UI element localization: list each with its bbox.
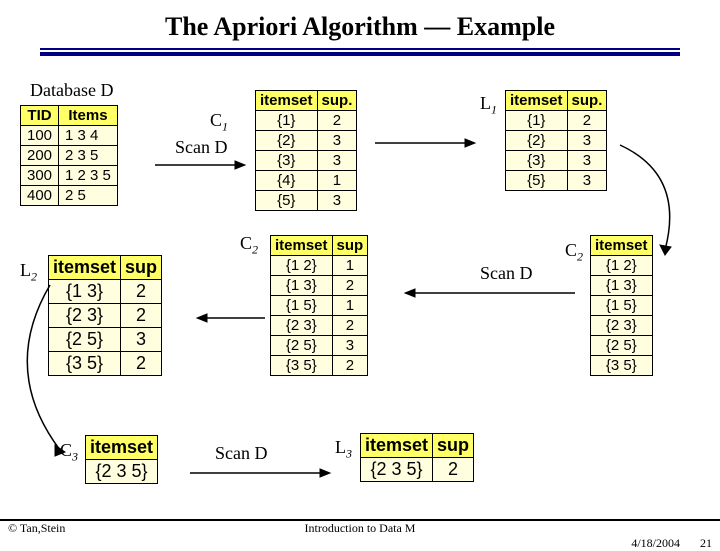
td: 2 5 — [59, 186, 118, 206]
td: {1 2} — [591, 256, 653, 276]
page-title: The Apriori Algorithm — Example — [0, 0, 720, 46]
td: {2} — [256, 131, 318, 151]
td: {4} — [256, 171, 318, 191]
td: 2 — [121, 304, 162, 328]
label-c2-cand: C2 — [565, 240, 583, 265]
td: 2 — [121, 280, 162, 304]
td: {2 3 5} — [86, 460, 158, 484]
td: 3 — [567, 131, 607, 151]
rule-thick — [40, 52, 680, 56]
td: {2} — [506, 131, 568, 151]
td: 2 — [121, 352, 162, 376]
table-l3: itemsetsup {2 3 5}2 — [360, 433, 474, 482]
th: itemset — [591, 236, 653, 256]
td: 200 — [21, 146, 59, 166]
td: 3 — [317, 131, 357, 151]
label-l1: L1 — [480, 93, 497, 118]
table-database-d: TIDItems 1001 3 4 2002 3 5 3001 2 3 5 40… — [20, 105, 118, 206]
td: {1 3} — [271, 276, 333, 296]
footer-left: © Tan,Stein — [8, 521, 65, 536]
td: 400 — [21, 186, 59, 206]
arrow-d-to-c1 — [150, 157, 250, 177]
th: sup — [332, 236, 368, 256]
td: {5} — [506, 171, 568, 191]
td: {2 3} — [591, 316, 653, 336]
td: 1 — [317, 171, 357, 191]
table-l1: itemsetsup. {1}2 {2}3 {3}3 {5}3 — [505, 90, 607, 191]
td: {1 5} — [591, 296, 653, 316]
rule-thin — [40, 48, 680, 50]
table-c2-cand: itemset {1 2} {1 3} {1 5} {2 3} {2 5} {3… — [590, 235, 653, 376]
td: {3} — [256, 151, 318, 171]
label-c1: C1 — [210, 110, 228, 135]
td: 2 — [433, 458, 474, 482]
arrow-c2cand-to-c2sup — [400, 285, 580, 305]
td: 3 — [317, 191, 357, 211]
td: 2 — [332, 356, 368, 376]
footer: © Tan,Stein Introduction to Data M 4/18/… — [0, 519, 720, 536]
table-c3: itemset {2 3 5} — [85, 435, 158, 484]
th: sup — [433, 434, 474, 458]
td: 2 — [332, 276, 368, 296]
td: {3} — [506, 151, 568, 171]
td: 3 — [332, 336, 368, 356]
td: {2 5} — [271, 336, 333, 356]
arrow-c3-to-l3 — [185, 465, 335, 483]
td: {1 2} — [271, 256, 333, 276]
th: itemset — [271, 236, 333, 256]
td: 3 — [317, 151, 357, 171]
td: 3 — [567, 151, 607, 171]
footer-page: 21 — [700, 536, 712, 551]
td: 100 — [21, 126, 59, 146]
td: {1 3} — [591, 276, 653, 296]
td: {1 5} — [271, 296, 333, 316]
td: {2 3 5} — [361, 458, 433, 482]
label-c2-sup: C2 — [240, 233, 258, 258]
th: sup. — [317, 91, 357, 111]
td: 300 — [21, 166, 59, 186]
label-c3: C3 — [60, 440, 78, 465]
label-scan-d-2: Scan D — [480, 263, 533, 284]
arrow-l2-to-c3 — [5, 280, 85, 460]
td: {3 5} — [591, 356, 653, 376]
footer-date: 4/18/2004 — [631, 536, 680, 551]
td: {2 3} — [271, 316, 333, 336]
td: 1 — [332, 296, 368, 316]
td: 3 — [567, 171, 607, 191]
arrow-c2sup-to-l2 — [195, 310, 270, 330]
diagram-stage: Database D TIDItems 1001 3 4 2002 3 5 30… — [0, 75, 720, 505]
table-c1: itemsetsup. {1}2 {2}3 {3}3 {4}1 {5}3 — [255, 90, 357, 211]
td: 1 3 4 — [59, 126, 118, 146]
td: {5} — [256, 191, 318, 211]
label-scan-d-3: Scan D — [215, 443, 268, 464]
td: 2 — [567, 111, 607, 131]
th: itemset — [506, 91, 568, 111]
td: {2 5} — [591, 336, 653, 356]
td: {3 5} — [271, 356, 333, 376]
th: itemset — [49, 256, 121, 280]
label-l3: L3 — [335, 437, 352, 462]
th: itemset — [86, 436, 158, 460]
footer-center: Introduction to Data M — [0, 521, 720, 536]
th: Items — [59, 106, 118, 126]
th: itemset — [361, 434, 433, 458]
th: sup — [121, 256, 162, 280]
td: {1} — [506, 111, 568, 131]
td: 2 — [317, 111, 357, 131]
td: 2 — [332, 316, 368, 336]
th: sup. — [567, 91, 607, 111]
label-database-d: Database D — [30, 80, 113, 101]
td: 3 — [121, 328, 162, 352]
th: itemset — [256, 91, 318, 111]
table-c2-sup: itemsetsup {1 2}1 {1 3}2 {1 5}1 {2 3}2 {… — [270, 235, 368, 376]
th: TID — [21, 106, 59, 126]
td: 1 2 3 5 — [59, 166, 118, 186]
arrow-c1-to-l1 — [370, 135, 480, 155]
label-scan-d-1: Scan D — [175, 137, 228, 158]
td: 1 — [332, 256, 368, 276]
td: {1} — [256, 111, 318, 131]
td: 2 3 5 — [59, 146, 118, 166]
